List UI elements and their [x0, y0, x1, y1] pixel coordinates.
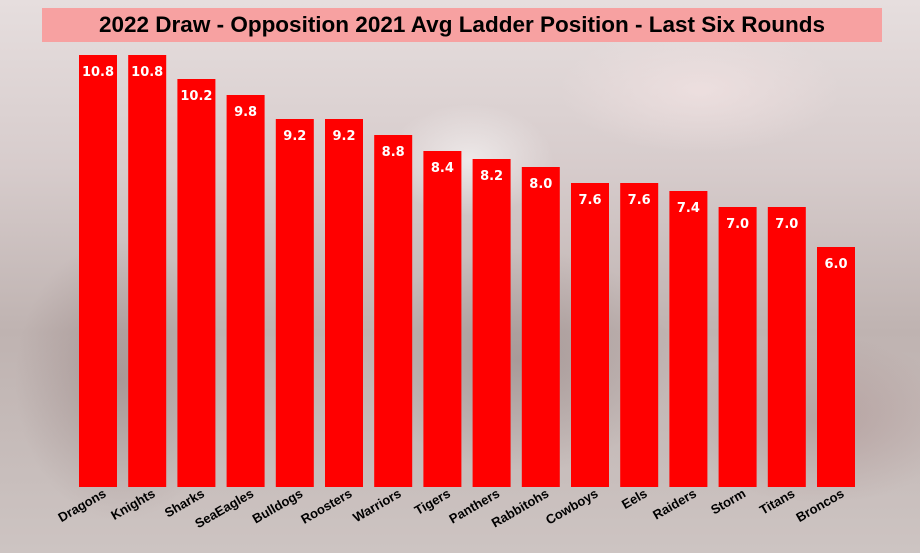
value-labels-group: 10.8 10.8 10.2 9.8 9.2 9.2 8.8 8.4 8.2 8.0 7.6 7.6 7… [82, 65, 848, 272]
category-label-cowboys: Cowboys [543, 486, 601, 528]
bar-tigers [423, 151, 462, 487]
category-label-broncos: Broncos [793, 486, 846, 525]
bar-dragons [79, 55, 117, 487]
value-label-dragons: 10.8 [82, 65, 114, 80]
value-label-seaeagles: 9.8 [234, 105, 257, 120]
value-label-sharks: 10.2 [180, 89, 212, 104]
bar-knights [128, 55, 167, 487]
category-label-bulldogs: Bulldogs [250, 486, 306, 527]
bar-eels [620, 183, 659, 487]
bar-warriors [374, 135, 413, 487]
bar-storm [718, 207, 757, 487]
value-label-titans: 7.0 [775, 217, 798, 232]
bar-raiders [669, 191, 708, 487]
category-label-knights: Knights [108, 486, 157, 523]
bar-cowboys [571, 183, 609, 487]
bar-bulldogs [275, 119, 314, 487]
category-label-roosters: Roosters [298, 486, 354, 527]
value-label-raiders: 7.4 [677, 201, 700, 216]
chart-title-banner: 2022 Draw - Opposition 2021 Avg Ladder P… [42, 8, 882, 42]
bars-group [79, 55, 855, 487]
category-label-raiders: Raiders [650, 486, 699, 523]
value-label-cowboys: 7.6 [578, 193, 601, 208]
category-label-warriors: Warriors [350, 486, 403, 525]
chart-title: 2022 Draw - Opposition 2021 Avg Ladder P… [99, 12, 825, 37]
bar-seaeagles [226, 95, 265, 487]
value-label-knights: 10.8 [131, 65, 163, 80]
category-label-storm: Storm [708, 486, 748, 518]
value-label-bulldogs: 9.2 [283, 129, 306, 144]
value-label-warriors: 8.8 [382, 145, 405, 160]
value-label-broncos: 6.0 [824, 257, 847, 272]
bar-rabbitohs [521, 167, 560, 487]
bar-sharks [177, 79, 216, 487]
bar-titans [767, 207, 806, 487]
category-label-titans: Titans [757, 486, 797, 518]
value-label-eels: 7.6 [628, 193, 651, 208]
bar-roosters [325, 119, 363, 487]
value-label-storm: 7.0 [726, 217, 749, 232]
category-label-dragons: Dragons [55, 486, 108, 525]
value-label-rabbitohs: 8.0 [529, 177, 552, 192]
category-labels-group: Dragons Knights SharksSeaEaglesBulldogsRoo… [55, 486, 846, 532]
value-label-tigers: 8.4 [431, 161, 454, 176]
bar-panthers [472, 159, 511, 487]
value-label-roosters: 9.2 [332, 129, 355, 144]
category-label-eels: Eels [619, 486, 650, 512]
bar-broncos [817, 247, 855, 487]
value-label-panthers: 8.2 [480, 169, 503, 184]
